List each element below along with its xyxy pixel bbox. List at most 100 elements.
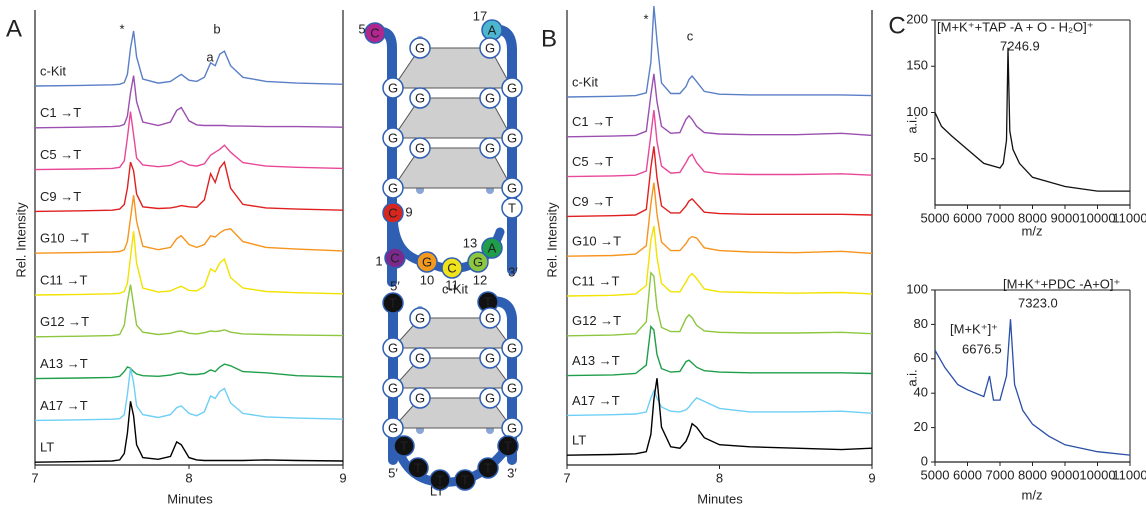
annotation: [M+K⁺+TAP -A + O - H₂O]⁺ bbox=[937, 19, 1094, 34]
x-tick-label: 9000 bbox=[1051, 210, 1080, 225]
y-axis-title: Rel. Intensity bbox=[544, 202, 559, 278]
base-label: T bbox=[414, 460, 422, 475]
base-node bbox=[409, 307, 431, 329]
x-tick-label: 6000 bbox=[953, 210, 982, 225]
x-axis-title: m/z bbox=[1022, 223, 1043, 238]
base-label: T bbox=[389, 295, 397, 310]
trace-label: LT bbox=[572, 433, 586, 448]
trace-label: C11 →T bbox=[572, 273, 619, 288]
base-node bbox=[501, 77, 523, 99]
y-tick-label: 100 bbox=[906, 104, 928, 119]
base-label: T bbox=[484, 294, 492, 309]
y-tick-label: 200 bbox=[906, 11, 928, 26]
base-node bbox=[382, 202, 404, 224]
base-node bbox=[479, 37, 501, 59]
annotation: [M+K⁺]⁺ bbox=[950, 321, 998, 336]
base-label: G bbox=[507, 130, 517, 145]
base-node bbox=[454, 469, 476, 491]
three-prime: 3′ bbox=[507, 465, 517, 480]
five-prime: 5′ bbox=[388, 465, 398, 480]
base-node bbox=[409, 137, 431, 159]
y-axis-title: Rel. Intensity bbox=[13, 202, 28, 278]
trace-label: C1 →T bbox=[572, 114, 613, 129]
annotation: [M+K⁺+PDC -A+O]⁺ bbox=[1003, 276, 1120, 291]
base-label: G bbox=[388, 340, 398, 355]
trace bbox=[566, 182, 873, 257]
trace-label: G12 →T bbox=[40, 314, 89, 329]
base-node bbox=[382, 377, 404, 399]
base-label: G bbox=[485, 140, 495, 155]
x-tick-label: 9000 bbox=[1051, 467, 1080, 482]
base-node bbox=[429, 469, 451, 491]
base-label: T bbox=[508, 200, 516, 215]
trace bbox=[34, 160, 344, 213]
panel-label: B bbox=[541, 25, 557, 52]
x-tick-label: 7000 bbox=[986, 467, 1015, 482]
trace bbox=[566, 324, 873, 377]
x-tick-label: 6000 bbox=[953, 467, 982, 482]
trace bbox=[566, 146, 873, 218]
position-number: 9 bbox=[405, 204, 412, 219]
x-axis-title: m/z bbox=[1022, 487, 1043, 502]
trace bbox=[566, 271, 873, 337]
base-label: A bbox=[488, 240, 497, 255]
base-node bbox=[501, 197, 523, 219]
base-label: G bbox=[415, 40, 425, 55]
annotation: c bbox=[687, 28, 694, 43]
trace bbox=[34, 231, 344, 296]
base-node bbox=[409, 347, 431, 369]
x-tick-label: 5000 bbox=[921, 467, 950, 482]
trace-label: G10 →T bbox=[40, 231, 89, 246]
trace bbox=[34, 401, 344, 463]
trace bbox=[566, 5, 873, 98]
base-node bbox=[409, 387, 431, 409]
x-tick-label: 10000 bbox=[1079, 210, 1115, 225]
y-tick-label: 100 bbox=[906, 281, 928, 296]
base-label: G bbox=[388, 420, 398, 435]
position-number: 17 bbox=[473, 8, 487, 23]
trace-label: A13 →T bbox=[572, 353, 620, 368]
y-axis-title: a.i. bbox=[904, 116, 919, 133]
trace bbox=[34, 284, 344, 338]
base-label: G bbox=[485, 310, 495, 325]
x-axis-title: Minutes bbox=[167, 491, 213, 506]
base-node bbox=[416, 251, 438, 273]
trace-label: A17 →T bbox=[572, 393, 620, 408]
annotation: b bbox=[213, 21, 220, 36]
trace-label: A13 →T bbox=[40, 356, 88, 371]
base-node bbox=[479, 87, 501, 109]
trace-label: C9 →T bbox=[40, 189, 81, 204]
annotation: 7246.9 bbox=[1000, 38, 1040, 53]
position-number: 1 bbox=[375, 253, 382, 268]
x-tick-label: 11000 bbox=[1112, 210, 1146, 225]
base-label: G bbox=[388, 380, 398, 395]
trace bbox=[566, 389, 873, 417]
base-label: G bbox=[507, 340, 517, 355]
position-number: 12 bbox=[473, 272, 487, 287]
diagram-name: LT bbox=[430, 483, 444, 498]
base-label: C bbox=[388, 205, 397, 220]
y-tick-label: 40 bbox=[914, 385, 928, 400]
y-tick-label: 50 bbox=[914, 150, 928, 165]
y-tick-label: 60 bbox=[914, 350, 928, 365]
base-node bbox=[441, 257, 463, 279]
base-label: T bbox=[436, 472, 444, 487]
x-axis-title: Minutes bbox=[697, 491, 743, 506]
x-tick-label: 7 bbox=[563, 470, 570, 485]
x-tick-label: 10000 bbox=[1079, 467, 1115, 482]
trace bbox=[566, 378, 873, 456]
base-node bbox=[364, 22, 386, 44]
base-label: G bbox=[507, 180, 517, 195]
trace-label: LT bbox=[40, 440, 54, 455]
x-tick-label: 8 bbox=[185, 470, 192, 485]
base-label: G bbox=[473, 254, 483, 269]
trace-label: C11 →T bbox=[40, 272, 87, 287]
base-label: G bbox=[422, 254, 432, 269]
base-label: T bbox=[461, 472, 469, 487]
trace-label: c-Kit bbox=[40, 63, 66, 78]
base-node bbox=[382, 77, 404, 99]
three-prime: 3′ bbox=[508, 264, 518, 279]
base-node bbox=[497, 435, 519, 457]
base-label: T bbox=[484, 460, 492, 475]
